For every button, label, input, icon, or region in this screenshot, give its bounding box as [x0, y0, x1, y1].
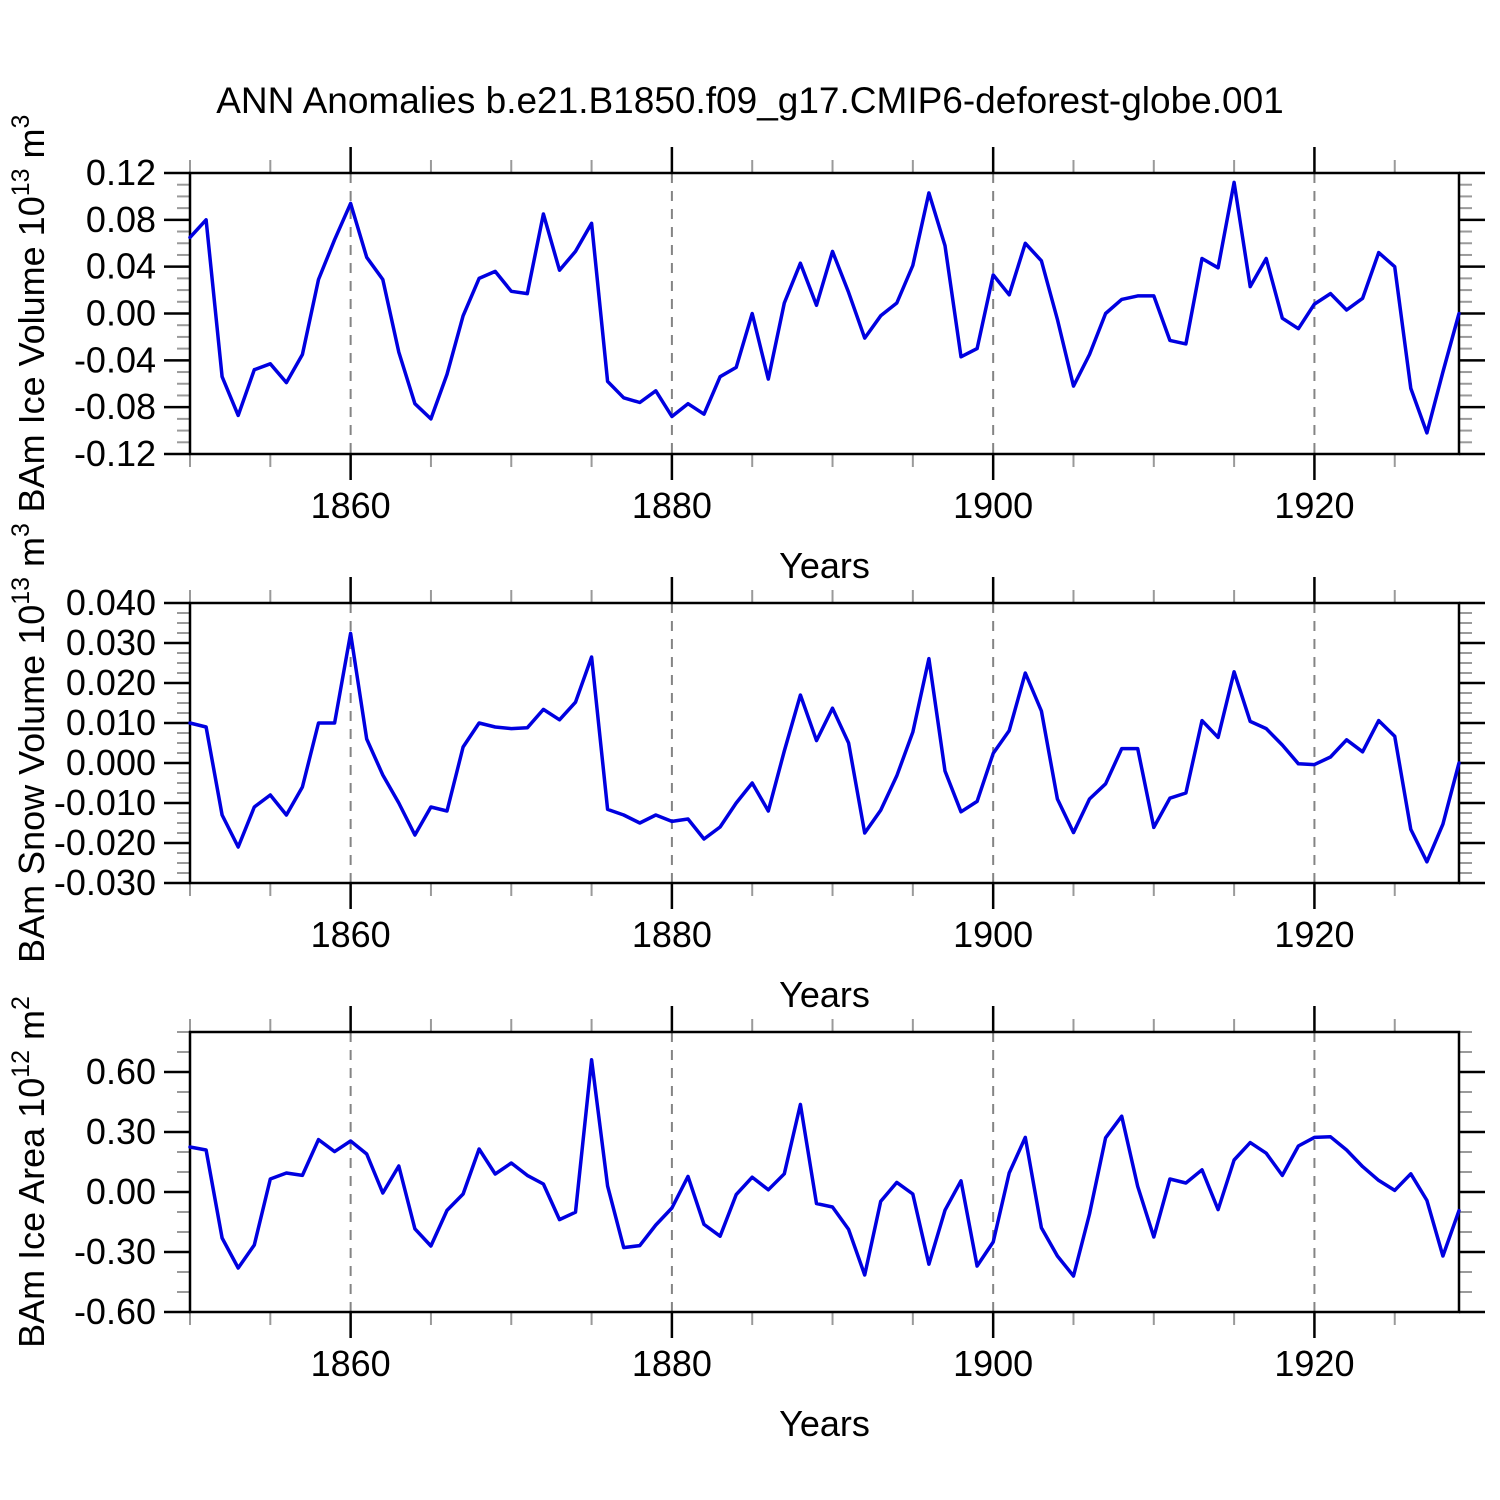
x-tick-label: 1860 — [311, 485, 391, 526]
x-tick-label: 1900 — [953, 1343, 1033, 1384]
data-line-ice-area — [188, 1058, 1461, 1278]
y-tick-label: 0.010 — [66, 702, 156, 743]
y-axis-label: BAm Ice Volume 1013 m3 — [7, 115, 52, 513]
x-tick-label: 1880 — [632, 1343, 712, 1384]
y-tick-label: -0.08 — [74, 386, 156, 427]
y-tick-label: 0.000 — [66, 742, 156, 783]
x-tick-label: 1900 — [953, 485, 1033, 526]
y-tick-label: 0.00 — [86, 1171, 156, 1212]
data-line-ice-volume — [188, 180, 1461, 435]
x-tick-label: 1860 — [311, 1343, 391, 1384]
panel-snow-volume: 1860 1880 1900 1920 0.0400.0300.0200.0100.00… — [7, 523, 1485, 1015]
y-tick-label: -0.010 — [54, 782, 156, 823]
y-tick-label: -0.030 — [54, 862, 156, 903]
y-tick-label: -0.60 — [74, 1291, 156, 1332]
y-tick-label: 0.08 — [86, 199, 156, 240]
y-tick-label: -0.30 — [74, 1231, 156, 1272]
x-tick-label: 1920 — [1274, 485, 1354, 526]
x-axis-label: Years — [779, 974, 870, 1015]
y-tick-label: 0.60 — [86, 1051, 156, 1092]
data-line-snow-volume — [188, 631, 1461, 864]
y-tick-label: 0.030 — [66, 622, 156, 663]
y-tick-label: 0.040 — [66, 582, 156, 623]
axes-box — [188, 1030, 1461, 1314]
y-tick-label: 0.30 — [86, 1111, 156, 1152]
y-tick-label: 0.12 — [86, 152, 156, 193]
panel-ice-volume: 1860 1880 1900 1920 0.12 0.08 0.04 0.00 -0.04 -0.… — [7, 115, 1485, 586]
y-tick-label: 0.020 — [66, 662, 156, 703]
chart-title: ANN Anomalies b.e21.B1850.f09_g17.CMIP6-… — [216, 80, 1284, 121]
x-tick-label: 1860 — [311, 914, 391, 955]
x-axis-label: Years — [779, 545, 870, 586]
axes-box — [188, 601, 1461, 885]
x-axis-label: Years — [779, 1403, 870, 1444]
x-tick-label: 1880 — [632, 914, 712, 955]
x-tick-label: 1900 — [953, 914, 1033, 955]
y-tick-label: 0.00 — [86, 293, 156, 334]
y-tick-label: 0.04 — [86, 246, 156, 287]
y-axis-label: BAm Snow Volume 1013 m3 — [7, 523, 52, 963]
y-tick-label: -0.04 — [74, 339, 156, 380]
y-tick-label: -0.12 — [74, 433, 156, 474]
x-tick-label: 1920 — [1274, 914, 1354, 955]
y-tick-label: -0.020 — [54, 822, 156, 863]
axes-box — [188, 171, 1461, 456]
x-tick-label: 1880 — [632, 485, 712, 526]
x-tick-label: 1920 — [1274, 1343, 1354, 1384]
panel-ice-area: 1860 1880 1900 1920 0.60 0.30 0.00 -0.30 -0.60 Ye… — [7, 996, 1485, 1444]
y-axis-label: BAm Ice Area 1012 m2 — [7, 996, 52, 1348]
